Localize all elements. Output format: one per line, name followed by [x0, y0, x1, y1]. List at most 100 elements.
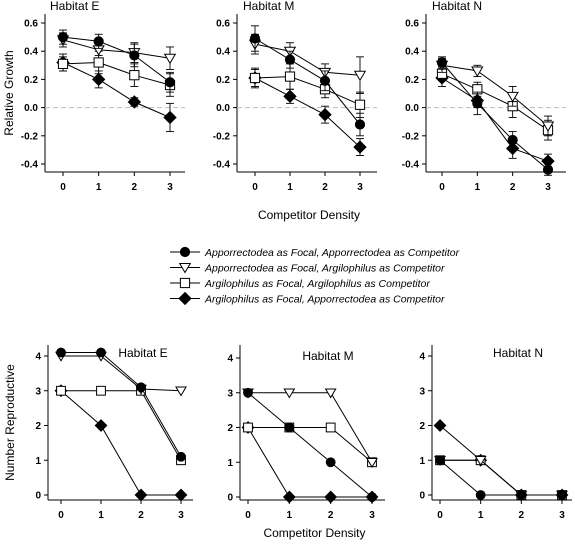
series-line: [62, 39, 171, 59]
y-axis-label: Number Reproductive: [3, 364, 17, 481]
series-circle-filled: [435, 455, 567, 500]
data-point: [325, 457, 336, 468]
data-point: [367, 492, 377, 502]
data-point: [472, 98, 483, 109]
y-axis-label: Relative Growth: [2, 50, 16, 135]
series-line: [439, 459, 562, 496]
legend-label: Argilophilus as Focal, Apporrectodea as …: [204, 294, 445, 306]
data-point: [507, 134, 518, 146]
series-square-open: [56, 385, 186, 466]
data-point: [164, 77, 176, 88]
legend-label: Apporrectodea as Focal, Apporrectodea as…: [204, 247, 460, 259]
data-point: [174, 488, 188, 502]
series-line: [62, 36, 171, 83]
x-tick-label: 1: [478, 510, 484, 521]
data-point: [319, 75, 331, 86]
data-point: [243, 387, 253, 398]
y-tick-label: 0.2: [216, 75, 230, 86]
y-tick-label: 2: [419, 421, 425, 432]
data-point: [93, 57, 104, 68]
data-point: [243, 422, 253, 433]
y-tick-label: -0.2: [21, 131, 39, 142]
series-circle-filled: [243, 387, 377, 502]
series-line: [441, 73, 549, 131]
data-point: [94, 419, 108, 432]
x-axis-label: Competitor Density: [258, 208, 360, 222]
data-point: [93, 36, 104, 47]
data-point: [283, 89, 297, 104]
chart-panel-6: 0 1 2 3 4 0 1 2 3 Habitat N: [419, 345, 572, 521]
y-tick-label: 1: [35, 456, 41, 467]
chart-panel-2: -0.4 -0.2 0.0 0.2 0.4 0.6 0 1 2 3 Habitat M Competi…: [213, 0, 377, 222]
legend-item: Argilophilus as Focal, Argilophilus as C…: [170, 277, 430, 290]
panel-title: Habitat N: [432, 0, 482, 13]
x-tick-label: 2: [519, 510, 525, 521]
data-point: [176, 451, 186, 462]
y-tick-label: -0.2: [402, 131, 420, 142]
y-tick-label: -0.2: [213, 131, 231, 142]
data-point: [475, 490, 486, 500]
data-point: [129, 70, 140, 81]
x-tick-label: 3: [357, 182, 363, 193]
y-tick-label: 0.0: [24, 103, 38, 114]
y-tick-label: -0.4: [21, 160, 39, 171]
chart-panel-5: 0 1 2 3 4 0 1 2 3 Habitat M Competitor Density: [227, 345, 385, 540]
data-point: [57, 32, 69, 43]
data-point: [96, 347, 106, 358]
legend-marker: [179, 277, 191, 289]
data-point: [129, 50, 140, 61]
y-tick-label: 0.6: [216, 19, 230, 30]
data-point: [471, 66, 484, 77]
x-tick-label: 0: [439, 182, 445, 193]
data-point: [433, 419, 447, 432]
series-line: [62, 61, 171, 86]
legend: Apporrectodea as Focal, Apporrectodea as…: [170, 246, 460, 306]
y-tick-label: 0: [419, 491, 425, 502]
data-point: [136, 382, 146, 393]
y-tick-label: 0.4: [24, 47, 38, 58]
x-tick-label: 0: [60, 182, 66, 193]
data-point: [324, 490, 338, 504]
legend-item: Apporrectodea as Focal, Apporrectodea as…: [170, 246, 460, 259]
x-tick-label: 0: [252, 182, 258, 193]
series-line: [248, 427, 373, 463]
series-line: [247, 427, 372, 498]
data-point: [56, 347, 66, 358]
data-point: [366, 457, 378, 469]
legend-label: Argilophilus as Focal, Argilophilus as C…: [204, 278, 430, 290]
x-tick-label: 2: [510, 182, 516, 193]
panel-title: Habitat E: [50, 0, 99, 13]
y-tick-label: 4: [35, 352, 41, 363]
x-tick-label: 2: [322, 182, 328, 193]
data-point: [353, 70, 367, 82]
legend-marker: [179, 246, 191, 258]
legend-marker: [178, 263, 192, 274]
series-circle-filled: [56, 347, 186, 462]
data-point: [284, 54, 296, 65]
x-tick-label: 3: [167, 182, 173, 193]
y-tick-label: 0: [35, 491, 41, 502]
x-tick-label: 1: [287, 182, 293, 193]
data-point: [354, 99, 366, 110]
series-line: [61, 352, 182, 458]
data-point: [353, 140, 367, 154]
series-diamond-filled: [241, 421, 379, 504]
series-line: [62, 62, 171, 118]
panel-title: Habitat M: [243, 0, 294, 13]
series-line: [254, 77, 361, 148]
x-tick-label: 3: [545, 182, 551, 193]
x-tick-label: 0: [437, 510, 443, 521]
data-point: [506, 91, 519, 103]
series-triangle-open: [434, 455, 568, 501]
y-tick-label: 0.4: [216, 47, 230, 58]
data-point: [284, 71, 296, 82]
series-diamond-filled: [54, 384, 188, 502]
chart-panel-4: 0 1 2 3 4 0 1 2 3 Habitat E Number Reproductive: [3, 345, 193, 521]
y-tick-label: 0.0: [216, 103, 230, 114]
data-point: [56, 385, 66, 396]
y-tick-label: 1: [227, 458, 233, 469]
series-triangle-open: [242, 388, 378, 469]
series-line: [247, 392, 373, 498]
panel-title: Habitat E: [118, 346, 167, 360]
data-point: [325, 422, 336, 433]
